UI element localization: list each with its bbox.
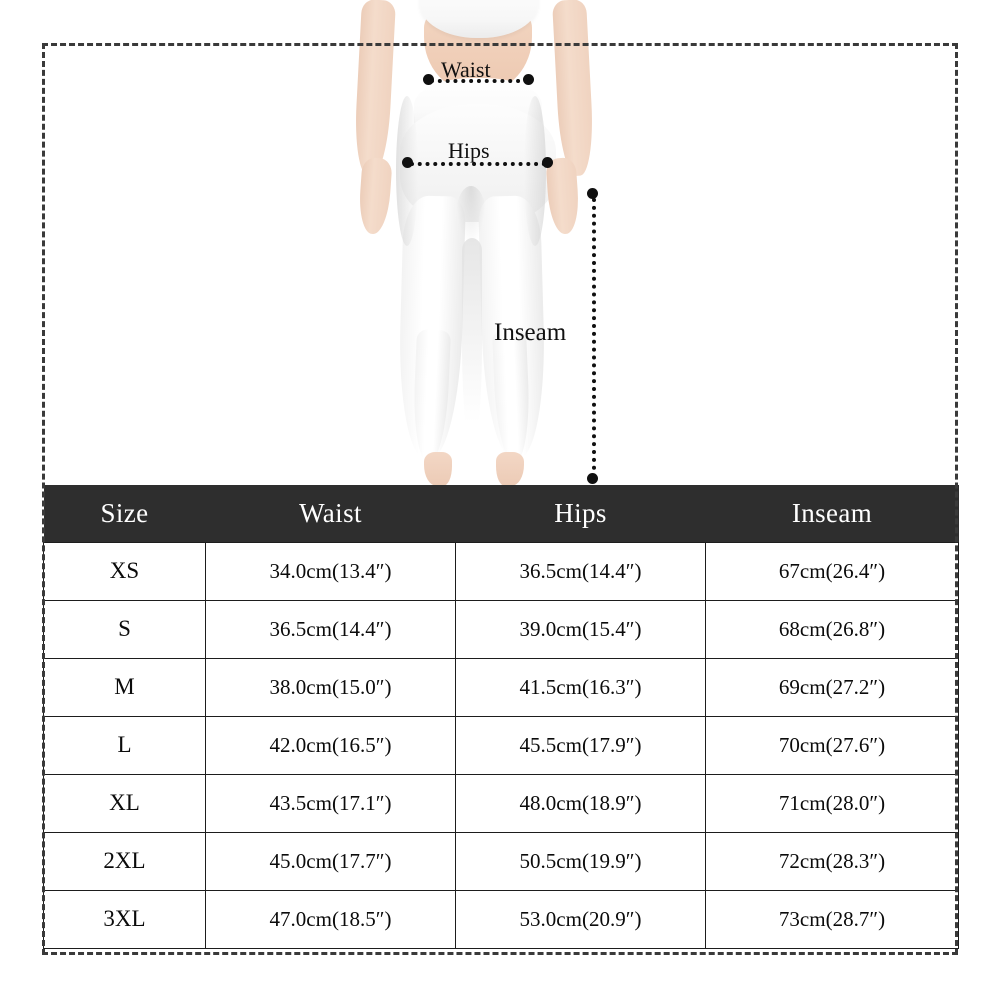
inseam-measure-label: Inseam — [494, 319, 567, 346]
cell-waist: 38.0cm(15.0″) — [205, 657, 456, 717]
column-header-size: Size — [43, 485, 206, 542]
cell-waist: 36.5cm(14.4″) — [205, 599, 456, 659]
right-side-shading — [524, 96, 546, 246]
leggings-left-shin — [411, 329, 451, 463]
model-left-arm — [352, 0, 396, 177]
cell-hips: 50.5cm(19.9″) — [455, 831, 706, 891]
model-right-hand — [545, 157, 581, 235]
cell-waist: 47.0cm(18.5″) — [205, 889, 456, 949]
column-header-inseam: Inseam — [705, 485, 959, 542]
model-photo: Waist Hips Inseam — [0, 0, 1000, 486]
cell-size: XS — [43, 541, 206, 601]
cell-inseam: 70cm(27.6″) — [705, 715, 959, 775]
cell-size: XL — [43, 773, 206, 833]
table-row: M 38.0cm(15.0″) 41.5cm(16.3″) 69cm(27.2″… — [43, 657, 959, 717]
column-header-waist: Waist — [205, 485, 456, 542]
cell-waist: 42.0cm(16.5″) — [205, 715, 456, 775]
waist-measure-line — [430, 79, 528, 83]
cell-inseam: 71cm(28.0″) — [705, 773, 959, 833]
cell-waist: 43.5cm(17.1″) — [205, 773, 456, 833]
table-row: 2XL 45.0cm(17.7″) 50.5cm(19.9″) 72cm(28.… — [43, 831, 959, 891]
column-header-hips: Hips — [455, 485, 706, 542]
hips-measure-line — [410, 162, 546, 166]
table-row: L 42.0cm(16.5″) 45.5cm(17.9″) 70cm(27.6″… — [43, 715, 959, 775]
thigh-gap-shading — [462, 238, 482, 448]
table-row: XL 43.5cm(17.1″) 48.0cm(18.9″) 71cm(28.0… — [43, 773, 959, 833]
model-figure — [0, 0, 1000, 486]
inseam-measure-line — [592, 198, 596, 478]
cell-hips: 36.5cm(14.4″) — [455, 541, 706, 601]
cell-hips: 45.5cm(17.9″) — [455, 715, 706, 775]
cell-size: 2XL — [43, 831, 206, 891]
table-row: XS 34.0cm(13.4″) 36.5cm(14.4″) 67cm(26.4… — [43, 541, 959, 601]
cell-size: S — [43, 599, 206, 659]
model-left-hand — [357, 157, 393, 235]
cell-size: M — [43, 657, 206, 717]
table-row: S 36.5cm(14.4″) 39.0cm(15.4″) 68cm(26.8″… — [43, 599, 959, 659]
model-left-foot — [424, 452, 452, 486]
cell-inseam: 72cm(28.3″) — [705, 831, 959, 891]
hips-endpoint-right-dot — [542, 157, 553, 168]
inseam-endpoint-bottom-dot — [587, 473, 598, 484]
model-right-foot — [496, 452, 524, 486]
waist-endpoint-left-dot — [423, 74, 434, 85]
cell-inseam: 69cm(27.2″) — [705, 657, 959, 717]
cell-size: L — [43, 715, 206, 775]
table-row: 3XL 47.0cm(18.5″) 53.0cm(20.9″) 73cm(28.… — [43, 889, 959, 949]
crotch-shading — [456, 186, 486, 244]
cell-size: 3XL — [43, 889, 206, 949]
cell-inseam: 67cm(26.4″) — [705, 541, 959, 601]
waist-measure-label: Waist — [441, 57, 491, 82]
left-side-shading — [396, 96, 418, 246]
cell-waist: 45.0cm(17.7″) — [205, 831, 456, 891]
table-header-row: Size Waist Hips Inseam — [43, 485, 959, 542]
inseam-endpoint-top-dot — [587, 188, 598, 199]
hips-measure-label: Hips — [448, 138, 490, 163]
cell-hips: 41.5cm(16.3″) — [455, 657, 706, 717]
size-chart-table: Size Waist Hips Inseam XS 34.0cm(13.4″) … — [43, 485, 959, 949]
cell-hips: 48.0cm(18.9″) — [455, 773, 706, 833]
hips-endpoint-left-dot — [402, 157, 413, 168]
table-body: XS 34.0cm(13.4″) 36.5cm(14.4″) 67cm(26.4… — [43, 541, 959, 949]
cell-waist: 34.0cm(13.4″) — [205, 541, 456, 601]
cell-hips: 39.0cm(15.4″) — [455, 599, 706, 659]
waist-endpoint-right-dot — [523, 74, 534, 85]
model-right-arm — [552, 0, 596, 177]
table-header: Size Waist Hips Inseam — [43, 485, 959, 542]
cell-inseam: 68cm(26.8″) — [705, 599, 959, 659]
cell-inseam: 73cm(28.7″) — [705, 889, 959, 949]
cell-hips: 53.0cm(20.9″) — [455, 889, 706, 949]
